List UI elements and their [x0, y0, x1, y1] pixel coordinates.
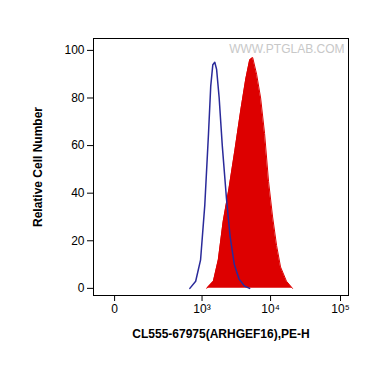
svg-text:40: 40	[71, 186, 85, 200]
svg-text:10⁵: 10⁵	[331, 302, 349, 316]
svg-text:10³: 10³	[193, 302, 210, 316]
svg-text:0: 0	[111, 302, 118, 316]
svg-text:100: 100	[64, 43, 84, 57]
svg-text:60: 60	[71, 138, 85, 152]
svg-text:10⁴: 10⁴	[261, 302, 280, 316]
svg-text:0: 0	[78, 281, 85, 295]
svg-text:WWW.PTGLAB.COM: WWW.PTGLAB.COM	[229, 42, 344, 56]
svg-text:CL555-67975(ARHGEF16),PE-H: CL555-67975(ARHGEF16),PE-H	[132, 327, 309, 341]
svg-text:Relative Cell Number: Relative Cell Number	[31, 107, 45, 227]
svg-text:20: 20	[71, 234, 85, 248]
svg-text:80: 80	[71, 91, 85, 105]
